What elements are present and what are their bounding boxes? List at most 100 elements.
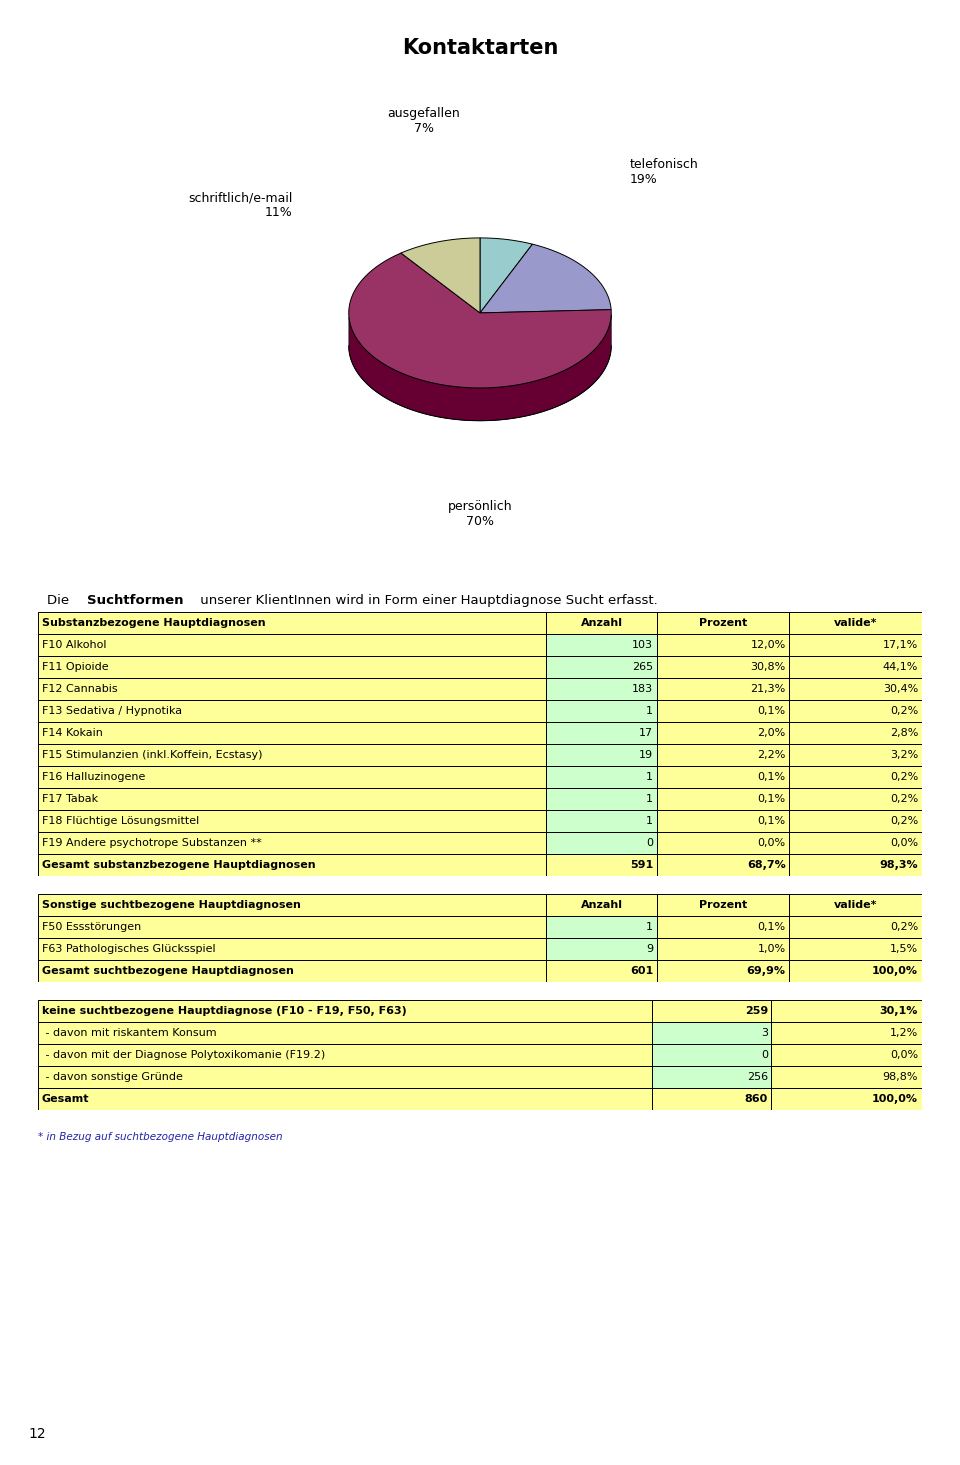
Polygon shape — [401, 237, 480, 314]
Text: 44,1%: 44,1% — [882, 662, 918, 672]
Bar — [546, 894, 657, 916]
Bar — [38, 916, 546, 938]
Text: Sonstige suchtbezogene Hauptdiagnosen: Sonstige suchtbezogene Hauptdiagnosen — [42, 900, 300, 910]
Bar — [789, 938, 922, 960]
Bar — [657, 744, 789, 766]
Bar — [38, 1087, 652, 1109]
Bar — [38, 766, 546, 788]
Text: 98,3%: 98,3% — [879, 860, 918, 870]
Text: - davon mit der Diagnose Polytoxikomanie (F19.2): - davon mit der Diagnose Polytoxikomanie… — [42, 1049, 325, 1059]
Bar — [38, 612, 546, 634]
Bar — [657, 634, 789, 656]
Bar — [789, 612, 922, 634]
Text: persönlich
70%: persönlich 70% — [447, 501, 513, 529]
Text: 0,1%: 0,1% — [757, 921, 785, 932]
Text: F17 Tabak: F17 Tabak — [42, 794, 98, 804]
Text: 0,2%: 0,2% — [890, 794, 918, 804]
Text: Substanzbezogene Hauptdiagnosen: Substanzbezogene Hauptdiagnosen — [42, 618, 266, 628]
Bar — [38, 894, 546, 916]
Text: 30,1%: 30,1% — [879, 1005, 918, 1015]
Bar — [546, 854, 657, 876]
Text: 259: 259 — [745, 1005, 768, 1015]
Bar — [38, 656, 546, 678]
Text: 19: 19 — [639, 750, 653, 760]
Bar — [789, 744, 922, 766]
Text: 860: 860 — [745, 1093, 768, 1103]
Text: 0,1%: 0,1% — [757, 772, 785, 782]
Bar — [38, 722, 546, 744]
Bar — [657, 960, 789, 982]
Text: 0,2%: 0,2% — [890, 816, 918, 826]
Text: valide*: valide* — [833, 900, 877, 910]
Bar — [772, 1087, 922, 1109]
Bar — [657, 722, 789, 744]
Text: 3,2%: 3,2% — [890, 750, 918, 760]
Text: 68,7%: 68,7% — [747, 860, 785, 870]
Text: 2,2%: 2,2% — [757, 750, 785, 760]
Text: Anzahl: Anzahl — [581, 618, 622, 628]
Polygon shape — [480, 245, 612, 314]
Text: 100,0%: 100,0% — [872, 965, 918, 976]
Text: 0,2%: 0,2% — [890, 772, 918, 782]
Text: F63 Pathologisches Glücksspiel: F63 Pathologisches Glücksspiel — [42, 943, 216, 954]
Text: 3: 3 — [761, 1027, 768, 1037]
Bar — [546, 766, 657, 788]
Text: F14 Kokain: F14 Kokain — [42, 728, 103, 738]
Bar — [789, 678, 922, 700]
Text: unserer KlientInnen wird in Form einer Hauptdiagnose Sucht erfasst.: unserer KlientInnen wird in Form einer H… — [196, 593, 658, 607]
Text: - davon sonstige Gründe: - davon sonstige Gründe — [42, 1071, 182, 1081]
Text: Gesamt suchtbezogene Hauptdiagnosen: Gesamt suchtbezogene Hauptdiagnosen — [42, 965, 294, 976]
Bar — [546, 938, 657, 960]
Text: 1: 1 — [646, 706, 653, 716]
Text: 0,2%: 0,2% — [890, 706, 918, 716]
Text: 0,1%: 0,1% — [757, 794, 785, 804]
Text: 1: 1 — [646, 921, 653, 932]
Polygon shape — [480, 237, 533, 314]
Text: 1,0%: 1,0% — [757, 943, 785, 954]
Bar — [652, 1065, 772, 1087]
Bar — [789, 832, 922, 854]
Bar — [652, 1021, 772, 1043]
Bar — [657, 810, 789, 832]
Bar — [772, 1065, 922, 1087]
Bar — [546, 832, 657, 854]
Bar — [546, 634, 657, 656]
Bar — [652, 999, 772, 1021]
Text: 9: 9 — [646, 943, 653, 954]
Text: F13 Sedativa / Hypnotika: F13 Sedativa / Hypnotika — [42, 706, 182, 716]
Text: F19 Andere psychotrope Substanzen **: F19 Andere psychotrope Substanzen ** — [42, 838, 262, 848]
Bar — [789, 700, 922, 722]
Text: Die: Die — [47, 593, 74, 607]
Text: F50 Essstörungen: F50 Essstörungen — [42, 921, 141, 932]
Bar — [546, 700, 657, 722]
Text: Prozent: Prozent — [699, 900, 747, 910]
Polygon shape — [348, 253, 612, 388]
Bar — [38, 938, 546, 960]
Text: Anzahl: Anzahl — [581, 900, 622, 910]
Text: 2,0%: 2,0% — [757, 728, 785, 738]
Text: 30,4%: 30,4% — [883, 684, 918, 694]
Text: 183: 183 — [632, 684, 653, 694]
Bar — [657, 916, 789, 938]
Bar — [657, 854, 789, 876]
Text: 0,1%: 0,1% — [757, 816, 785, 826]
Bar — [546, 722, 657, 744]
Bar — [772, 1043, 922, 1065]
Text: 17,1%: 17,1% — [883, 640, 918, 650]
Bar — [38, 1065, 652, 1087]
Text: Prozent: Prozent — [699, 618, 747, 628]
Bar — [38, 1021, 652, 1043]
Text: ausgefallen
7%: ausgefallen 7% — [388, 107, 460, 135]
Bar — [789, 766, 922, 788]
Bar — [657, 700, 789, 722]
Text: 0,0%: 0,0% — [890, 838, 918, 848]
Bar — [789, 722, 922, 744]
Bar — [789, 894, 922, 916]
Bar — [652, 1043, 772, 1065]
Bar — [657, 832, 789, 854]
Bar — [38, 744, 546, 766]
Bar — [38, 788, 546, 810]
Text: 30,8%: 30,8% — [751, 662, 785, 672]
Text: Gesamt: Gesamt — [42, 1093, 89, 1103]
Bar — [38, 1043, 652, 1065]
